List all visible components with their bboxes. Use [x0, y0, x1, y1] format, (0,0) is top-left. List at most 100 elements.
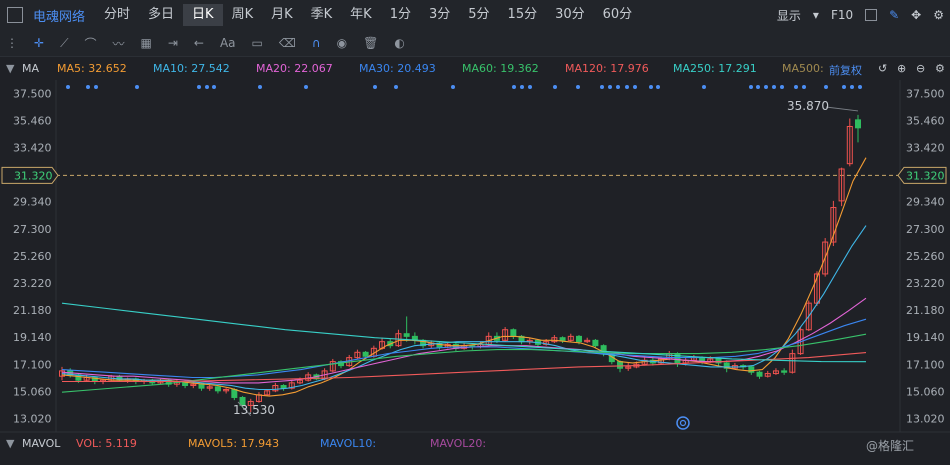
- low-leader-line: [237, 401, 252, 417]
- candle-body-96: [846, 125, 853, 165]
- candle-body-36: [354, 351, 361, 359]
- draw-pen-icon[interactable]: ✎: [889, 8, 900, 22]
- ma-label[interactable]: MA: [22, 62, 40, 75]
- f10-button[interactable]: F10: [830, 8, 854, 22]
- display-menu[interactable]: 显示: [776, 8, 801, 23]
- tab-1[interactable]: 多日: [148, 7, 175, 22]
- tab-9[interactable]: 5分: [468, 7, 490, 22]
- tab-2[interactable]: 日K: [183, 4, 223, 26]
- mavol-label[interactable]: MAVOL: [22, 437, 61, 450]
- plus-icon[interactable]: ⊕: [897, 62, 907, 75]
- event-marker-12: [512, 85, 516, 89]
- ma-legend: ▼ MA MA5: 32.652 MA10: 27.542 MA20: 22.0…: [0, 58, 950, 78]
- y-tick-left-11: 15.060: [13, 385, 52, 398]
- arrow-tool-icon[interactable]: ←: [193, 36, 204, 50]
- range-tool-icon[interactable]: ⇥: [167, 36, 178, 50]
- event-marker-35: [858, 85, 862, 89]
- chevron-down-icon[interactable]: ▾: [812, 8, 819, 22]
- tab-7[interactable]: 1分: [389, 7, 411, 22]
- y-tick-left-2: 33.420: [13, 141, 52, 154]
- candle-body-16: [190, 383, 197, 387]
- event-marker-24: [702, 85, 706, 89]
- candle-body-88: [781, 370, 788, 373]
- top-bar: 电魂网络 分时 多日 日K 周K 月K 季K 年K 1分 3分 5分 15分 30分 60分 显示 ▾ …: [0, 0, 950, 31]
- move-icon[interactable]: ✥: [911, 8, 922, 22]
- minus-icon[interactable]: ⊖: [916, 62, 926, 75]
- window-icon[interactable]: [7, 7, 23, 23]
- event-marker-25: [749, 85, 753, 89]
- candle-body-19: [214, 386, 221, 392]
- current-price-tag-right: [897, 166, 947, 184]
- polyline-tool-icon[interactable]: ⌒: [84, 36, 97, 51]
- candle-body-18: [206, 386, 213, 389]
- target-icon-outer: [676, 416, 690, 430]
- collapse-volume-icon[interactable]: ▼: [6, 437, 15, 450]
- candle-body-75: [674, 353, 681, 364]
- y-tick-right-0: 37.500: [906, 87, 945, 100]
- tab-4[interactable]: 月K: [271, 7, 293, 22]
- settings-icon[interactable]: ⚙: [933, 8, 944, 22]
- text-tool-icon[interactable]: Aa: [219, 36, 236, 50]
- grid-icon[interactable]: ⋮: [6, 36, 18, 50]
- tab-12[interactable]: 60分: [602, 7, 633, 22]
- event-marker-31: [802, 85, 806, 89]
- candle-body-17: [198, 383, 205, 389]
- ma500-label: MA500:: [782, 62, 824, 75]
- candle-body-91: [805, 302, 812, 331]
- candle-body-85: [756, 371, 763, 377]
- candle-body-7: [116, 375, 123, 381]
- event-marker-33: [842, 85, 846, 89]
- top-right-controls: 显示 ▾ F10 ✎ ✥ ⚙: [777, 0, 944, 30]
- magnet-icon[interactable]: ∩: [311, 36, 321, 50]
- tab-3[interactable]: 周K: [231, 7, 254, 22]
- y-tick-left-8: 21.180: [13, 304, 52, 317]
- candle-body-54: [502, 329, 509, 341]
- crosshair-icon[interactable]: ✛: [34, 36, 45, 50]
- line-ma120: [62, 352, 867, 383]
- y-tick-left-12: 13.020: [13, 412, 52, 425]
- toggle-icon[interactable]: ◐: [394, 36, 405, 50]
- event-marker-9: [373, 85, 377, 89]
- event-marker-34: [850, 85, 854, 89]
- trash-icon[interactable]: 🗑: [363, 36, 379, 50]
- candle-body-55: [510, 329, 517, 337]
- grid-tool-icon[interactable]: ▦: [140, 36, 152, 50]
- event-marker-13: [520, 85, 524, 89]
- tab-5[interactable]: 季K: [310, 7, 333, 22]
- collapse-icon[interactable]: ▼: [6, 62, 15, 75]
- event-marker-7: [258, 85, 262, 89]
- comment-tool-icon[interactable]: ▭: [251, 36, 263, 50]
- line-ma250: [61, 302, 867, 363]
- settings-small-icon[interactable]: ⚙: [935, 62, 945, 75]
- drawing-toolbar: ⋮ ✛ ⟋ ⌒ 〰 ▦ ⇥ ← Aa ▭ ⌫ ∩ ◉ 🗑 ◐: [0, 30, 950, 57]
- tab-11[interactable]: 30分: [555, 7, 585, 22]
- y-tick-right-2: 33.420: [906, 141, 945, 154]
- tab-8[interactable]: 3分: [428, 7, 451, 22]
- candle-body-61: [559, 337, 566, 341]
- eraser-icon[interactable]: ⌫: [278, 36, 296, 50]
- y-tick-left-6: 25.260: [13, 250, 52, 263]
- current-price-tag-left: [1, 166, 59, 184]
- candle-body-25: [264, 390, 271, 396]
- ma30-label: MA30: 20.493: [359, 62, 436, 75]
- adjust-menu[interactable]: 前复权: [829, 64, 862, 77]
- tab-10[interactable]: 15分: [507, 7, 538, 22]
- line-ma5: [61, 157, 867, 397]
- undo-icon[interactable]: ↺: [878, 62, 888, 75]
- line-ma60: [61, 333, 867, 393]
- period-tabs: 分时 多日 日K 周K 月K 季K 年K 1分 3分 5分 15分 30分 60分: [95, 4, 641, 26]
- tab-6[interactable]: 年K: [350, 7, 372, 22]
- ma60-label: MA60: 19.362: [462, 62, 539, 75]
- stock-name[interactable]: 电魂网络: [33, 9, 86, 25]
- line-tool-icon[interactable]: ⟋: [60, 35, 69, 50]
- tab-0[interactable]: 分时: [104, 7, 131, 22]
- eye-icon[interactable]: ◉: [336, 36, 348, 50]
- square-icon[interactable]: [865, 9, 878, 21]
- event-marker-11: [451, 85, 455, 89]
- current-price-label-left: 31.320: [14, 169, 53, 182]
- current-price-label-right: 31.320: [906, 169, 945, 182]
- event-marker-23: [656, 85, 660, 89]
- wave-tool-icon[interactable]: 〰: [112, 36, 125, 51]
